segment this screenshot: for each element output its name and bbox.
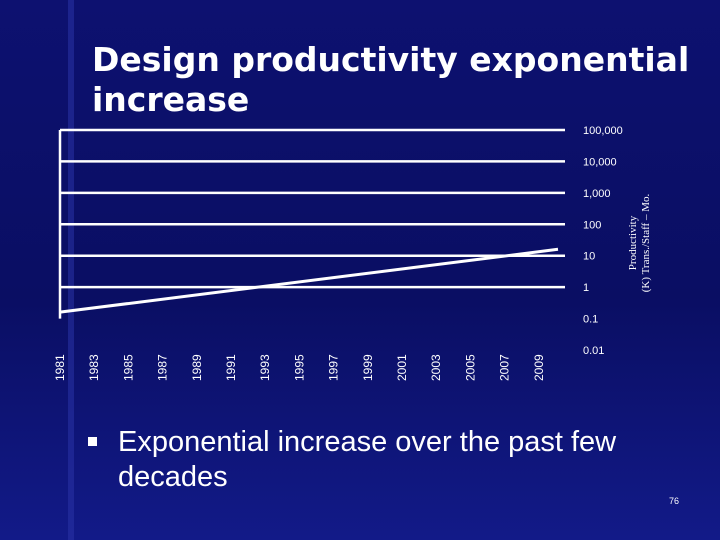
- x-tick-label-5: 1991: [224, 354, 238, 381]
- x-tick-label-13: 2007: [498, 354, 512, 381]
- x-tick-label-2: 1985: [121, 354, 135, 381]
- x-tick-label-3: 1987: [156, 354, 170, 381]
- x-tick-label-10: 2001: [395, 354, 409, 381]
- x-tick-label-6: 1993: [258, 354, 272, 381]
- bullet-text: Exponential increase over the past few d…: [118, 426, 617, 493]
- x-tick-label-14: 2009: [532, 354, 546, 381]
- y-tick-label-7: 0.01: [583, 345, 604, 357]
- y-tick-label-5: 1: [583, 282, 589, 294]
- x-tick-label-7: 1995: [292, 354, 306, 381]
- x-tick-label-11: 2003: [429, 354, 443, 381]
- x-tick-label-12: 2005: [463, 354, 477, 381]
- square-bullet-icon: [88, 437, 97, 446]
- y-tick-label-1: 10,000: [583, 156, 617, 168]
- y-tick-label-6: 0.1: [583, 314, 598, 326]
- y-axis-title: Productivity(K) Trans./Staff – Mo.: [627, 194, 652, 293]
- x-tick-label-8: 1997: [327, 354, 341, 381]
- x-tick-label-4: 1989: [190, 354, 204, 381]
- x-tick-label-0: 1981: [53, 354, 67, 381]
- productivity-series-line: [59, 247, 559, 314]
- page-number: 76: [668, 496, 679, 506]
- y-tick-label-0: 100,000: [583, 125, 623, 137]
- x-tick-label-9: 1999: [361, 354, 375, 381]
- y-tick-label-4: 10: [583, 251, 595, 263]
- x-tick-label-1: 1983: [87, 354, 101, 381]
- chart-marks: 100,000 10,000 1,000 100 10 1 0.1 0.01 Productiv…: [53, 125, 652, 381]
- y-tick-label-2: 1,000: [583, 188, 611, 200]
- slide-title: Design productivity exponential increase: [92, 40, 690, 119]
- y-tick-label-3: 100: [583, 219, 601, 231]
